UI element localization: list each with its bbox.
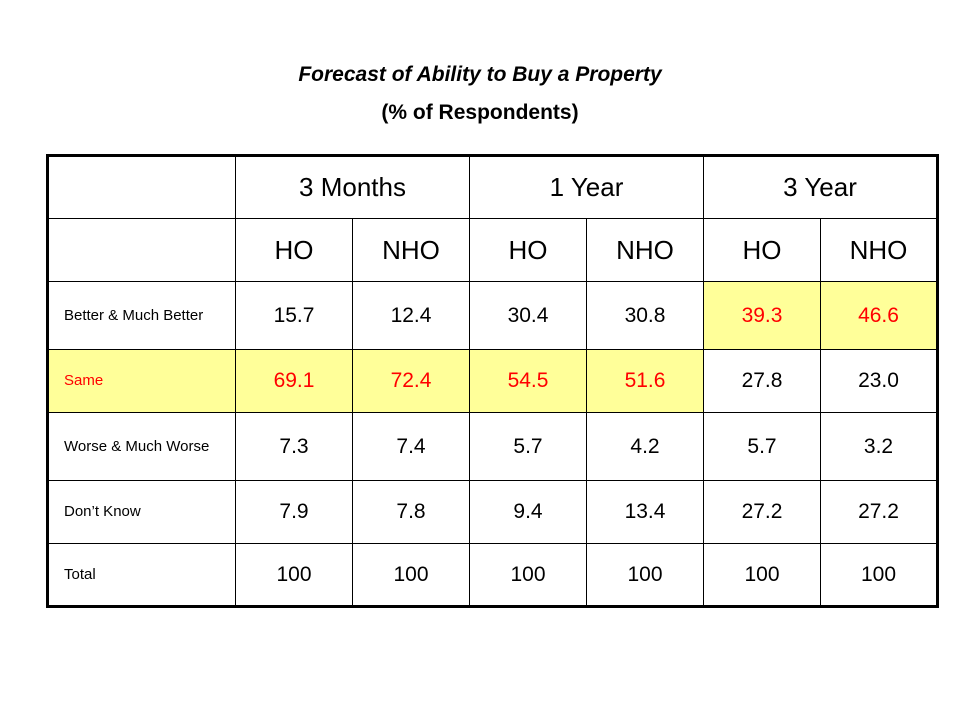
data-cell: 23.0: [820, 349, 938, 413]
data-cell: 5.7: [469, 412, 587, 481]
table-row: Don’t Know 7.9 7.8 9.4 13.4 27.2 27.2: [47, 480, 938, 544]
row-label: Same: [47, 349, 236, 413]
data-cell-highlighted: 51.6: [586, 349, 704, 413]
data-cell-highlighted: 69.1: [235, 349, 353, 413]
data-cell: 100: [469, 543, 587, 607]
data-cell: 100: [586, 543, 704, 607]
table-row: Same 69.1 72.4 54.5 51.6 27.8 23.0: [47, 349, 938, 413]
data-cell: 7.8: [352, 480, 470, 544]
data-cell: 5.7: [703, 412, 821, 481]
data-cell: 100: [235, 543, 353, 607]
period-header-3-months: 3 Months: [235, 155, 470, 219]
subheader-cell: NHO: [820, 218, 938, 282]
subheader-cell: NHO: [586, 218, 704, 282]
page-title: Forecast of Ability to Buy a Property: [298, 63, 662, 86]
data-cell: 7.3: [235, 412, 353, 481]
row-label: Worse & Much Worse: [47, 412, 236, 481]
data-cell: 100: [703, 543, 821, 607]
title-block: Forecast of Ability to Buy a Property (%…: [0, 56, 960, 132]
table-row: Better & Much Better 15.7 12.4 30.4 30.8…: [47, 281, 938, 350]
subheader-cell: NHO: [352, 218, 470, 282]
subheader-row: HO NHO HO NHO HO NHO: [47, 218, 938, 282]
row-label: Better & Much Better: [47, 281, 236, 350]
period-header-row: 3 Months 1 Year 3 Year: [47, 155, 938, 219]
table-row: Worse & Much Worse 7.3 7.4 5.7 4.2 5.7 3…: [47, 412, 938, 481]
data-cell: 100: [352, 543, 470, 607]
forecast-table: 3 Months 1 Year 3 Year HO NHO HO NHO HO …: [46, 154, 939, 608]
period-header-1-year: 1 Year: [469, 155, 704, 219]
data-cell: 30.8: [586, 281, 704, 350]
data-cell-highlighted: 39.3: [703, 281, 821, 350]
subheader-cell: HO: [703, 218, 821, 282]
period-header-3-year: 3 Year: [703, 155, 938, 219]
data-cell: 15.7: [235, 281, 353, 350]
data-cell: 4.2: [586, 412, 704, 481]
table-row: Total 100 100 100 100 100 100: [47, 543, 938, 607]
data-cell: 27.8: [703, 349, 821, 413]
data-cell: 7.9: [235, 480, 353, 544]
data-cell: 7.4: [352, 412, 470, 481]
subheader-cell: HO: [469, 218, 587, 282]
data-cell: 100: [820, 543, 938, 607]
page-subtitle: (% of Respondents): [381, 101, 579, 124]
row-label: Total: [47, 543, 236, 607]
data-cell: 12.4: [352, 281, 470, 350]
row-label: Don’t Know: [47, 480, 236, 544]
data-cell: 13.4: [586, 480, 704, 544]
subheader-cell: HO: [235, 218, 353, 282]
data-cell: 3.2: [820, 412, 938, 481]
data-cell: 30.4: [469, 281, 587, 350]
data-cell-highlighted: 72.4: [352, 349, 470, 413]
data-cell-highlighted: 46.6: [820, 281, 938, 350]
data-cell: 27.2: [703, 480, 821, 544]
corner-cell-2: [47, 218, 236, 282]
corner-cell: [47, 155, 236, 219]
data-cell: 27.2: [820, 480, 938, 544]
data-cell: 9.4: [469, 480, 587, 544]
data-cell-highlighted: 54.5: [469, 349, 587, 413]
